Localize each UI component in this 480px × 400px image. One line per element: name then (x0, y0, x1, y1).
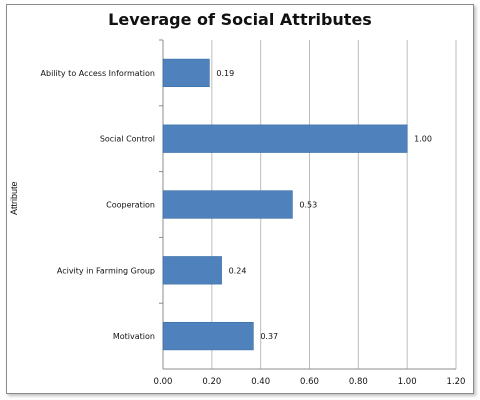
data-label: 0.19 (216, 69, 234, 78)
bar (162, 124, 408, 153)
category-label: Social Control (100, 135, 155, 144)
category-label: Cooperation (106, 201, 155, 210)
category-label: Acivity in Farming Group (57, 266, 155, 275)
x-tick-label: 1.00 (398, 377, 417, 387)
bar (162, 256, 222, 285)
bar (162, 190, 293, 219)
x-tick-label: 0.80 (349, 377, 368, 387)
x-tick-label: 0.20 (202, 377, 221, 387)
category-label: Motivation (113, 332, 155, 341)
chart-title: Leverage of Social Attributes (108, 10, 372, 29)
data-label: 0.37 (260, 332, 278, 341)
bar (162, 58, 210, 88)
bar (162, 321, 254, 351)
x-tick-label: 0.60 (300, 377, 319, 387)
data-label: 0.53 (299, 201, 317, 210)
category-label: Ability to Access Information (41, 69, 155, 78)
x-tick-label: 1.20 (447, 377, 466, 387)
data-label: 1.00 (414, 135, 432, 144)
x-tick-label: 0.40 (251, 377, 270, 387)
x-tick-label: 0.00 (154, 377, 173, 387)
data-label: 0.24 (229, 266, 247, 275)
